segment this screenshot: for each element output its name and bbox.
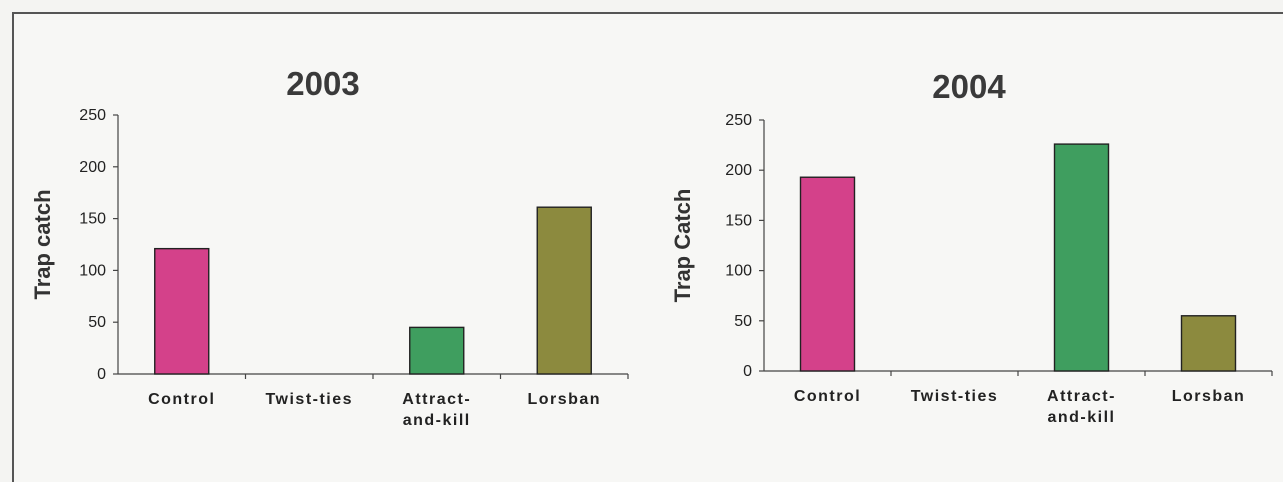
x-category-label: Attract-and-kill xyxy=(1047,388,1116,426)
y-tick-label: 50 xyxy=(88,314,106,331)
y-tick-label: 0 xyxy=(97,366,106,383)
chart-title: 2003 xyxy=(286,65,359,102)
x-category-label: Lorsban xyxy=(1172,388,1246,405)
y-tick-label: 250 xyxy=(79,107,106,124)
x-category-label: Attract-and-kill xyxy=(402,391,471,429)
bar-control xyxy=(154,247,210,375)
bar-attract-and-kill xyxy=(409,326,465,375)
y-tick-label: 200 xyxy=(725,162,752,179)
y-axis-label: Trap Catch xyxy=(670,189,695,303)
x-category-label: Twist-ties xyxy=(265,391,353,408)
y-tick-label: 150 xyxy=(79,211,106,228)
y-tick-label: 100 xyxy=(725,263,752,280)
chart-title: 2004 xyxy=(932,68,1006,105)
bar-lorsban xyxy=(536,206,592,375)
y-tick-label: 100 xyxy=(79,262,106,279)
x-category-label: Twist-ties xyxy=(911,388,999,405)
y-tick-label: 0 xyxy=(743,363,752,380)
x-category-label: Control xyxy=(794,388,861,405)
x-category-label: Control xyxy=(148,391,215,408)
y-tick-label: 200 xyxy=(79,159,106,176)
bar-lorsban xyxy=(1180,315,1237,372)
x-category-label: Lorsban xyxy=(527,391,601,408)
y-tick-label: 150 xyxy=(725,212,752,229)
y-tick-label: 50 xyxy=(734,313,752,330)
bar-attract-and-kill xyxy=(1053,143,1110,372)
y-tick-label: 250 xyxy=(725,112,752,129)
bar-control xyxy=(799,176,856,372)
y-axis-label: Trap catch xyxy=(30,189,55,299)
